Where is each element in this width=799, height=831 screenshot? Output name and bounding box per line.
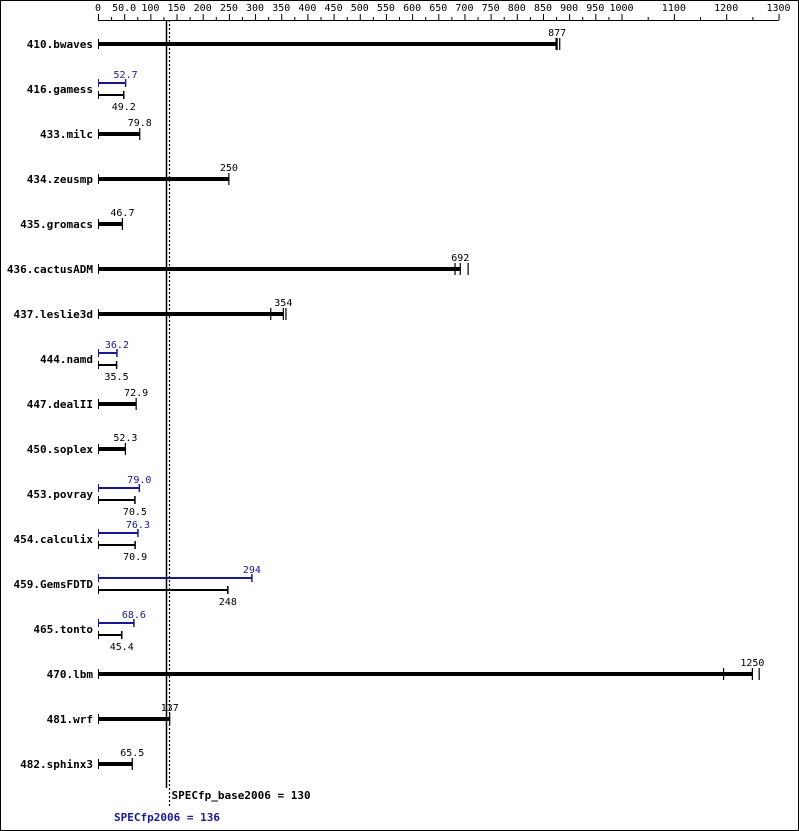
benchmark-name: 447.dealII [27, 398, 93, 411]
x-tick-label: 1200 [714, 3, 738, 14]
peak-value-label: 76.3 [126, 520, 150, 531]
x-tick-label: 450 [325, 3, 343, 14]
benchmark-name: 454.calculix [14, 533, 94, 546]
x-tick-label: 600 [403, 3, 421, 14]
x-axis: 0 50.0 100 150 200 250 300 350 400 450 500 550 600 65… [95, 3, 791, 21]
reference-lines: SPECfp_base2006 = 130 SPECfp2006 = 136 [114, 20, 311, 824]
peak-value-label: 79.0 [127, 475, 151, 486]
base-value-label: 70.5 [123, 507, 147, 518]
base-value-label: 877 [548, 28, 566, 39]
benchmark-name: 444.namd [40, 353, 93, 366]
benchmark-row: 436.cactusADM 692 [7, 253, 469, 276]
benchmark-row: 470.lbm 1250 [47, 658, 765, 681]
base-value-label: 45.4 [110, 642, 134, 653]
peak-value-label: 52.7 [114, 70, 138, 81]
x-tick-label: 1300 [767, 3, 791, 14]
x-tick-label: 1100 [662, 3, 686, 14]
x-tick-label: 0 [95, 3, 101, 14]
x-tick-label: 150 [167, 3, 185, 14]
base-value-label: 65.5 [120, 748, 144, 759]
benchmark-name: 459.GemsFDTD [14, 578, 94, 591]
x-tick-label: 700 [455, 3, 473, 14]
base-value-label: 250 [220, 163, 238, 174]
benchmark-name: 433.milc [40, 128, 93, 141]
benchmark-row: 459.GemsFDTD 294 248 [14, 565, 261, 608]
benchmark-row: 434.zeusmp 250 [27, 163, 238, 186]
benchmark-name: 410.bwaves [27, 38, 93, 51]
benchmark-row: 450.soplex 52.3 [27, 433, 138, 456]
x-tick-label: 400 [298, 3, 316, 14]
benchmark-row: 453.povray 79.0 70.5 [27, 475, 152, 518]
benchmark-name: 481.wrf [47, 713, 93, 726]
x-tick-label: 800 [508, 3, 526, 14]
peak-value-label: 36.2 [105, 340, 129, 351]
base-value-label: 52.3 [113, 433, 137, 444]
benchmark-row: 447.dealII 72.9 [27, 388, 148, 411]
x-tick-label: 100 [141, 3, 159, 14]
base-value-label: 79.8 [128, 118, 152, 129]
benchmark-row: 437.leslie3d 354 [14, 298, 293, 321]
benchmark-name: 470.lbm [47, 668, 94, 681]
base-value-label: 35.5 [105, 372, 129, 383]
benchmark-name: 482.sphinx3 [20, 758, 93, 771]
benchmark-name: 416.gamess [27, 83, 93, 96]
base-value-label: 72.9 [124, 388, 148, 399]
x-tick-label: 750 [482, 3, 500, 14]
benchmark-row: 410.bwaves 877 [27, 28, 566, 51]
peak-value-label: 68.6 [122, 610, 146, 621]
benchmark-row: 435.gromacs 46.7 [20, 208, 134, 231]
benchmark-name: 436.cactusADM [7, 263, 93, 276]
base-value-label: 354 [274, 298, 292, 309]
benchmark-row: 444.namd 36.2 35.5 [40, 340, 129, 383]
x-tick-label: 850 [534, 3, 552, 14]
x-tick-label: 300 [246, 3, 264, 14]
x-tick-label: 550 [377, 3, 395, 14]
benchmark-name: 465.tonto [33, 623, 93, 636]
base-value-label: 70.9 [123, 552, 147, 563]
base-value-label: 49.2 [112, 102, 136, 113]
base-value-label: 248 [219, 597, 237, 608]
x-tick-label: 950 [586, 3, 604, 14]
benchmark-name: 437.leslie3d [14, 308, 93, 321]
benchmark-name: 435.gromacs [20, 218, 93, 231]
x-tick-label: 500 [351, 3, 369, 14]
base-value-label: 46.7 [110, 208, 134, 219]
benchmark-name: 450.soplex [27, 443, 94, 456]
benchmark-row: 482.sphinx3 65.5 [20, 748, 144, 771]
x-tick-label: 1000 [609, 3, 633, 14]
benchmark-row: 454.calculix 76.3 70.9 [14, 520, 150, 563]
benchmark-row: 416.gamess 52.7 49.2 [27, 70, 138, 113]
benchmark-name: 434.zeusmp [27, 173, 94, 186]
base-value-label: 1250 [740, 658, 764, 669]
x-tick-label: 250 [220, 3, 238, 14]
benchmark-row: 465.tonto 68.6 45.4 [33, 610, 146, 653]
x-tick-label: 50.0 [112, 3, 136, 14]
x-tick-label: 650 [429, 3, 447, 14]
x-tick-label: 200 [194, 3, 212, 14]
benchmark-rows: 410.bwaves 877 416.gamess 52.7 49.2 433.milc 7… [7, 28, 765, 771]
peak-score-label: SPECfp2006 = 136 [114, 811, 220, 824]
x-tick-label: 350 [272, 3, 290, 14]
benchmark-name: 453.povray [27, 488, 94, 501]
peak-value-label: 294 [243, 565, 261, 576]
benchmark-row: 433.milc 79.8 [40, 118, 152, 141]
x-tick-label: 900 [560, 3, 578, 14]
base-value-label: 692 [451, 253, 469, 264]
base-score-label: SPECfp_base2006 = 130 [172, 789, 311, 802]
